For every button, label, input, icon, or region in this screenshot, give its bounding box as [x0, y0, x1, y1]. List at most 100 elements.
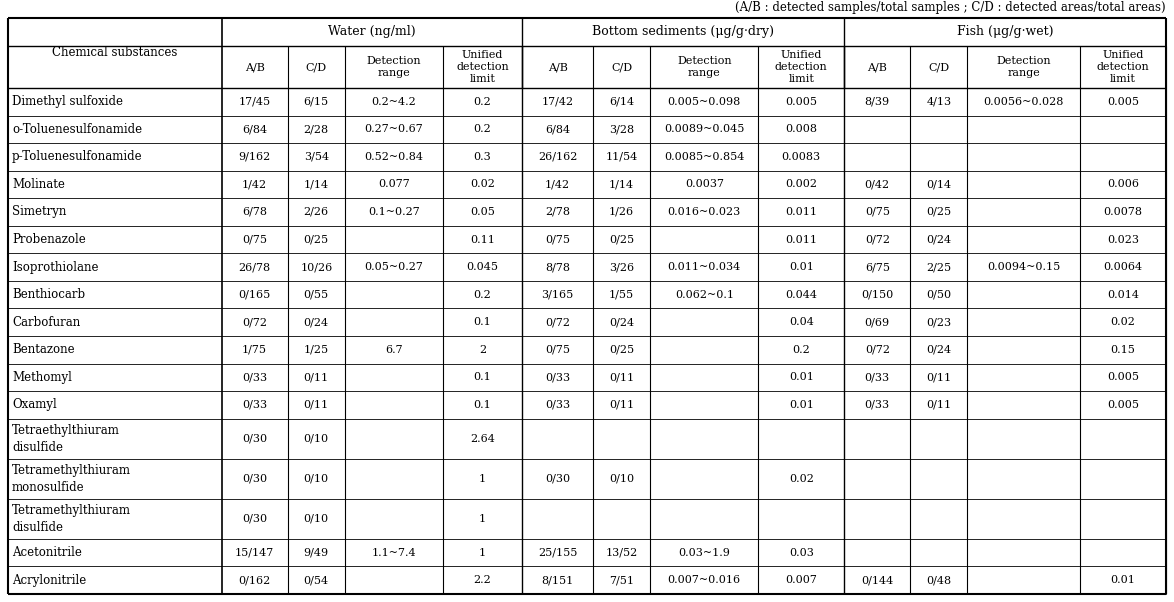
Text: 0.52~0.84: 0.52~0.84 — [364, 152, 424, 162]
Text: Detection
range: Detection range — [677, 56, 731, 78]
Text: 0/10: 0/10 — [304, 474, 329, 484]
Text: 15/147: 15/147 — [235, 548, 275, 557]
Text: 6/75: 6/75 — [865, 262, 890, 272]
Text: 0.04: 0.04 — [789, 317, 814, 327]
Text: 0.03: 0.03 — [789, 548, 814, 557]
Text: 0/75: 0/75 — [545, 345, 571, 355]
Text: Unified
detection
limit: Unified detection limit — [457, 51, 508, 84]
Text: C/D: C/D — [305, 62, 326, 72]
Text: 1/14: 1/14 — [609, 179, 634, 190]
Text: 2.64: 2.64 — [470, 433, 495, 444]
Text: 8/151: 8/151 — [541, 576, 574, 585]
Text: 0/33: 0/33 — [242, 372, 268, 382]
Text: 0.023: 0.023 — [1107, 235, 1139, 244]
Text: 0/72: 0/72 — [865, 235, 890, 244]
Text: 8/78: 8/78 — [545, 262, 571, 272]
Text: 0.0085~0.854: 0.0085~0.854 — [664, 152, 744, 162]
Text: 0.2: 0.2 — [473, 290, 492, 300]
Text: 0/162: 0/162 — [238, 576, 271, 585]
Text: 0.016~0.023: 0.016~0.023 — [668, 207, 741, 217]
Text: 0/11: 0/11 — [609, 400, 634, 410]
Text: Tetramethylthiuram: Tetramethylthiuram — [12, 504, 131, 517]
Text: 0.2: 0.2 — [473, 97, 492, 107]
Text: 0.077: 0.077 — [378, 179, 410, 190]
Text: 0/69: 0/69 — [865, 317, 890, 327]
Text: 2/25: 2/25 — [926, 262, 951, 272]
Text: 0.15: 0.15 — [1111, 345, 1135, 355]
Text: 1/25: 1/25 — [304, 345, 329, 355]
Text: 0/24: 0/24 — [926, 345, 951, 355]
Text: 0/55: 0/55 — [304, 290, 329, 300]
Text: 1: 1 — [479, 514, 486, 524]
Text: 0.03~1.9: 0.03~1.9 — [679, 548, 730, 557]
Text: 3/26: 3/26 — [609, 262, 634, 272]
Text: A/B: A/B — [244, 62, 264, 72]
Text: 0.02: 0.02 — [1111, 317, 1135, 327]
Text: 0.1: 0.1 — [473, 400, 492, 410]
Text: Acetonitrile: Acetonitrile — [12, 546, 82, 559]
Text: 0.3: 0.3 — [473, 152, 492, 162]
Text: A/B: A/B — [548, 62, 567, 72]
Text: Acrylonitrile: Acrylonitrile — [12, 574, 86, 587]
Text: 0.005: 0.005 — [785, 97, 817, 107]
Text: 2.2: 2.2 — [473, 576, 492, 585]
Text: 0/23: 0/23 — [926, 317, 951, 327]
Text: 0/11: 0/11 — [304, 400, 329, 410]
Text: 0/10: 0/10 — [304, 514, 329, 524]
Text: 0.2: 0.2 — [792, 345, 810, 355]
Text: 0/24: 0/24 — [609, 317, 634, 327]
Text: 0/24: 0/24 — [926, 235, 951, 244]
Text: 1/42: 1/42 — [545, 179, 571, 190]
Text: 0/72: 0/72 — [242, 317, 268, 327]
Text: 1: 1 — [479, 548, 486, 557]
Text: 3/54: 3/54 — [304, 152, 329, 162]
Text: 6/15: 6/15 — [304, 97, 329, 107]
Text: Dimethyl sulfoxide: Dimethyl sulfoxide — [12, 95, 123, 108]
Text: 0.0064: 0.0064 — [1104, 262, 1142, 272]
Text: 6/84: 6/84 — [242, 125, 268, 134]
Text: 0/33: 0/33 — [242, 400, 268, 410]
Text: 0.02: 0.02 — [470, 179, 495, 190]
Text: 17/45: 17/45 — [238, 97, 271, 107]
Text: 6/14: 6/14 — [609, 97, 634, 107]
Text: 0.11: 0.11 — [470, 235, 495, 244]
Text: Molinate: Molinate — [12, 178, 65, 191]
Text: 0/33: 0/33 — [545, 400, 571, 410]
Text: 0.0056~0.028: 0.0056~0.028 — [984, 97, 1064, 107]
Text: 0/75: 0/75 — [242, 235, 268, 244]
Text: C/D: C/D — [610, 62, 632, 72]
Text: 0/33: 0/33 — [865, 372, 890, 382]
Text: Probenazole: Probenazole — [12, 233, 86, 246]
Text: Oxamyl: Oxamyl — [12, 399, 56, 411]
Text: 0/25: 0/25 — [304, 235, 329, 244]
Text: 0.27~0.67: 0.27~0.67 — [364, 125, 423, 134]
Text: 3/165: 3/165 — [541, 290, 574, 300]
Text: 0.011: 0.011 — [785, 207, 817, 217]
Text: 1/42: 1/42 — [242, 179, 268, 190]
Text: Simetryn: Simetryn — [12, 205, 67, 219]
Text: 0.01: 0.01 — [789, 262, 814, 272]
Text: 0/10: 0/10 — [609, 474, 634, 484]
Text: 0/75: 0/75 — [865, 207, 890, 217]
Text: 0/11: 0/11 — [926, 400, 951, 410]
Text: 9/49: 9/49 — [304, 548, 329, 557]
Text: 0.0078: 0.0078 — [1104, 207, 1142, 217]
Text: 2/26: 2/26 — [304, 207, 329, 217]
Text: 0.1: 0.1 — [473, 372, 492, 382]
Text: Tetraethylthiuram: Tetraethylthiuram — [12, 424, 120, 437]
Text: 0/11: 0/11 — [609, 372, 634, 382]
Text: disulfide: disulfide — [12, 521, 63, 534]
Text: 4/13: 4/13 — [926, 97, 951, 107]
Text: 0/48: 0/48 — [926, 576, 951, 585]
Text: 0.01: 0.01 — [789, 372, 814, 382]
Text: Detection
range: Detection range — [997, 56, 1051, 78]
Text: 1: 1 — [479, 474, 486, 484]
Text: 0/72: 0/72 — [545, 317, 571, 327]
Text: Chemical substances: Chemical substances — [52, 46, 177, 60]
Text: 0.2~4.2: 0.2~4.2 — [371, 97, 416, 107]
Text: 0/54: 0/54 — [304, 576, 329, 585]
Text: 0.007: 0.007 — [785, 576, 817, 585]
Text: 0.002: 0.002 — [785, 179, 817, 190]
Text: disulfide: disulfide — [12, 441, 63, 454]
Text: A/B: A/B — [868, 62, 888, 72]
